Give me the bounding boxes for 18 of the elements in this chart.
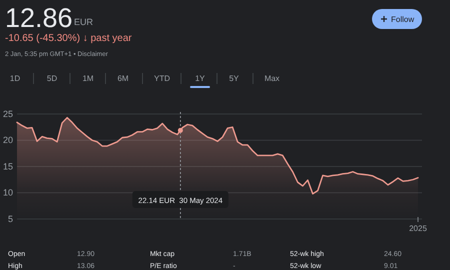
y-tick-label: 15	[2, 161, 13, 172]
text: Follow	[391, 15, 414, 24]
text: 1M	[82, 74, 94, 83]
y-tick-label: 25	[2, 108, 13, 119]
text: YTD	[154, 74, 170, 83]
text: 2025	[409, 224, 428, 233]
text: 5Y	[229, 74, 240, 83]
text: 6M	[117, 74, 129, 83]
chart-subtitle: -10.65 (-45.30%) ↓ past year	[5, 33, 132, 44]
text: 5D	[46, 74, 58, 83]
text: EUR	[74, 17, 94, 27]
y-tick-label: 20	[2, 135, 13, 146]
chart-title: 12.86	[5, 3, 73, 33]
text: 1D	[10, 74, 20, 83]
text: Max	[264, 74, 280, 83]
y-tick-label: 10	[2, 188, 13, 198]
y-tick-label: 5	[8, 214, 13, 224]
text: 1Y	[195, 74, 206, 83]
